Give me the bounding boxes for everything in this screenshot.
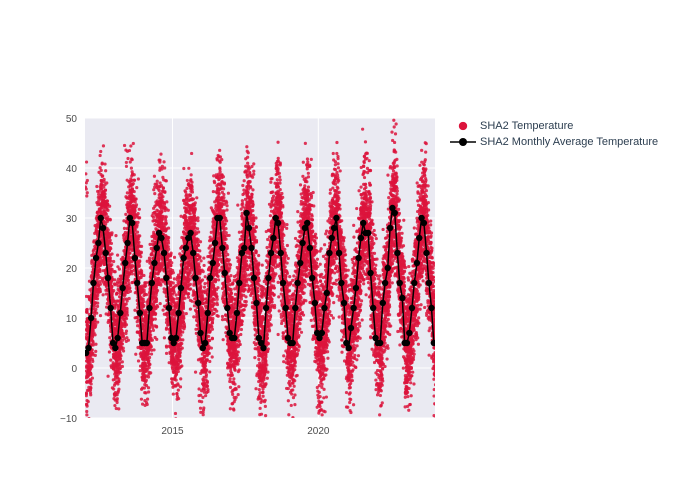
y-tick-label: 50 [66, 114, 78, 125]
y-tick-label: 0 [71, 364, 77, 375]
x-tick-label: 2015 [161, 426, 184, 437]
legend-label: SHA2 Temperature [480, 120, 573, 132]
y-tick-label: 20 [66, 264, 78, 275]
y-tick-label: −10 [60, 414, 77, 425]
legend-item: SHA2 Temperature [450, 120, 658, 132]
y-tick-label: 40 [66, 164, 78, 175]
chart-container: −100102030405020152020 SHA2 TemperatureS… [0, 0, 700, 500]
scatter-marker-icon [450, 120, 476, 132]
legend: SHA2 Temperature SHA2 Monthly Average Tem… [450, 120, 658, 152]
y-tick-label: 10 [66, 314, 78, 325]
line-marker-icon [450, 136, 476, 148]
y-tick-label: 30 [66, 214, 78, 225]
chart-svg: −10 0 10 20 30 40 50 2015 2020 [0, 0, 700, 500]
x-tick-label: 2020 [307, 426, 330, 437]
legend-label: SHA2 Monthly Average Temperature [480, 136, 658, 148]
legend-item: SHA2 Monthly Average Temperature [450, 136, 658, 148]
